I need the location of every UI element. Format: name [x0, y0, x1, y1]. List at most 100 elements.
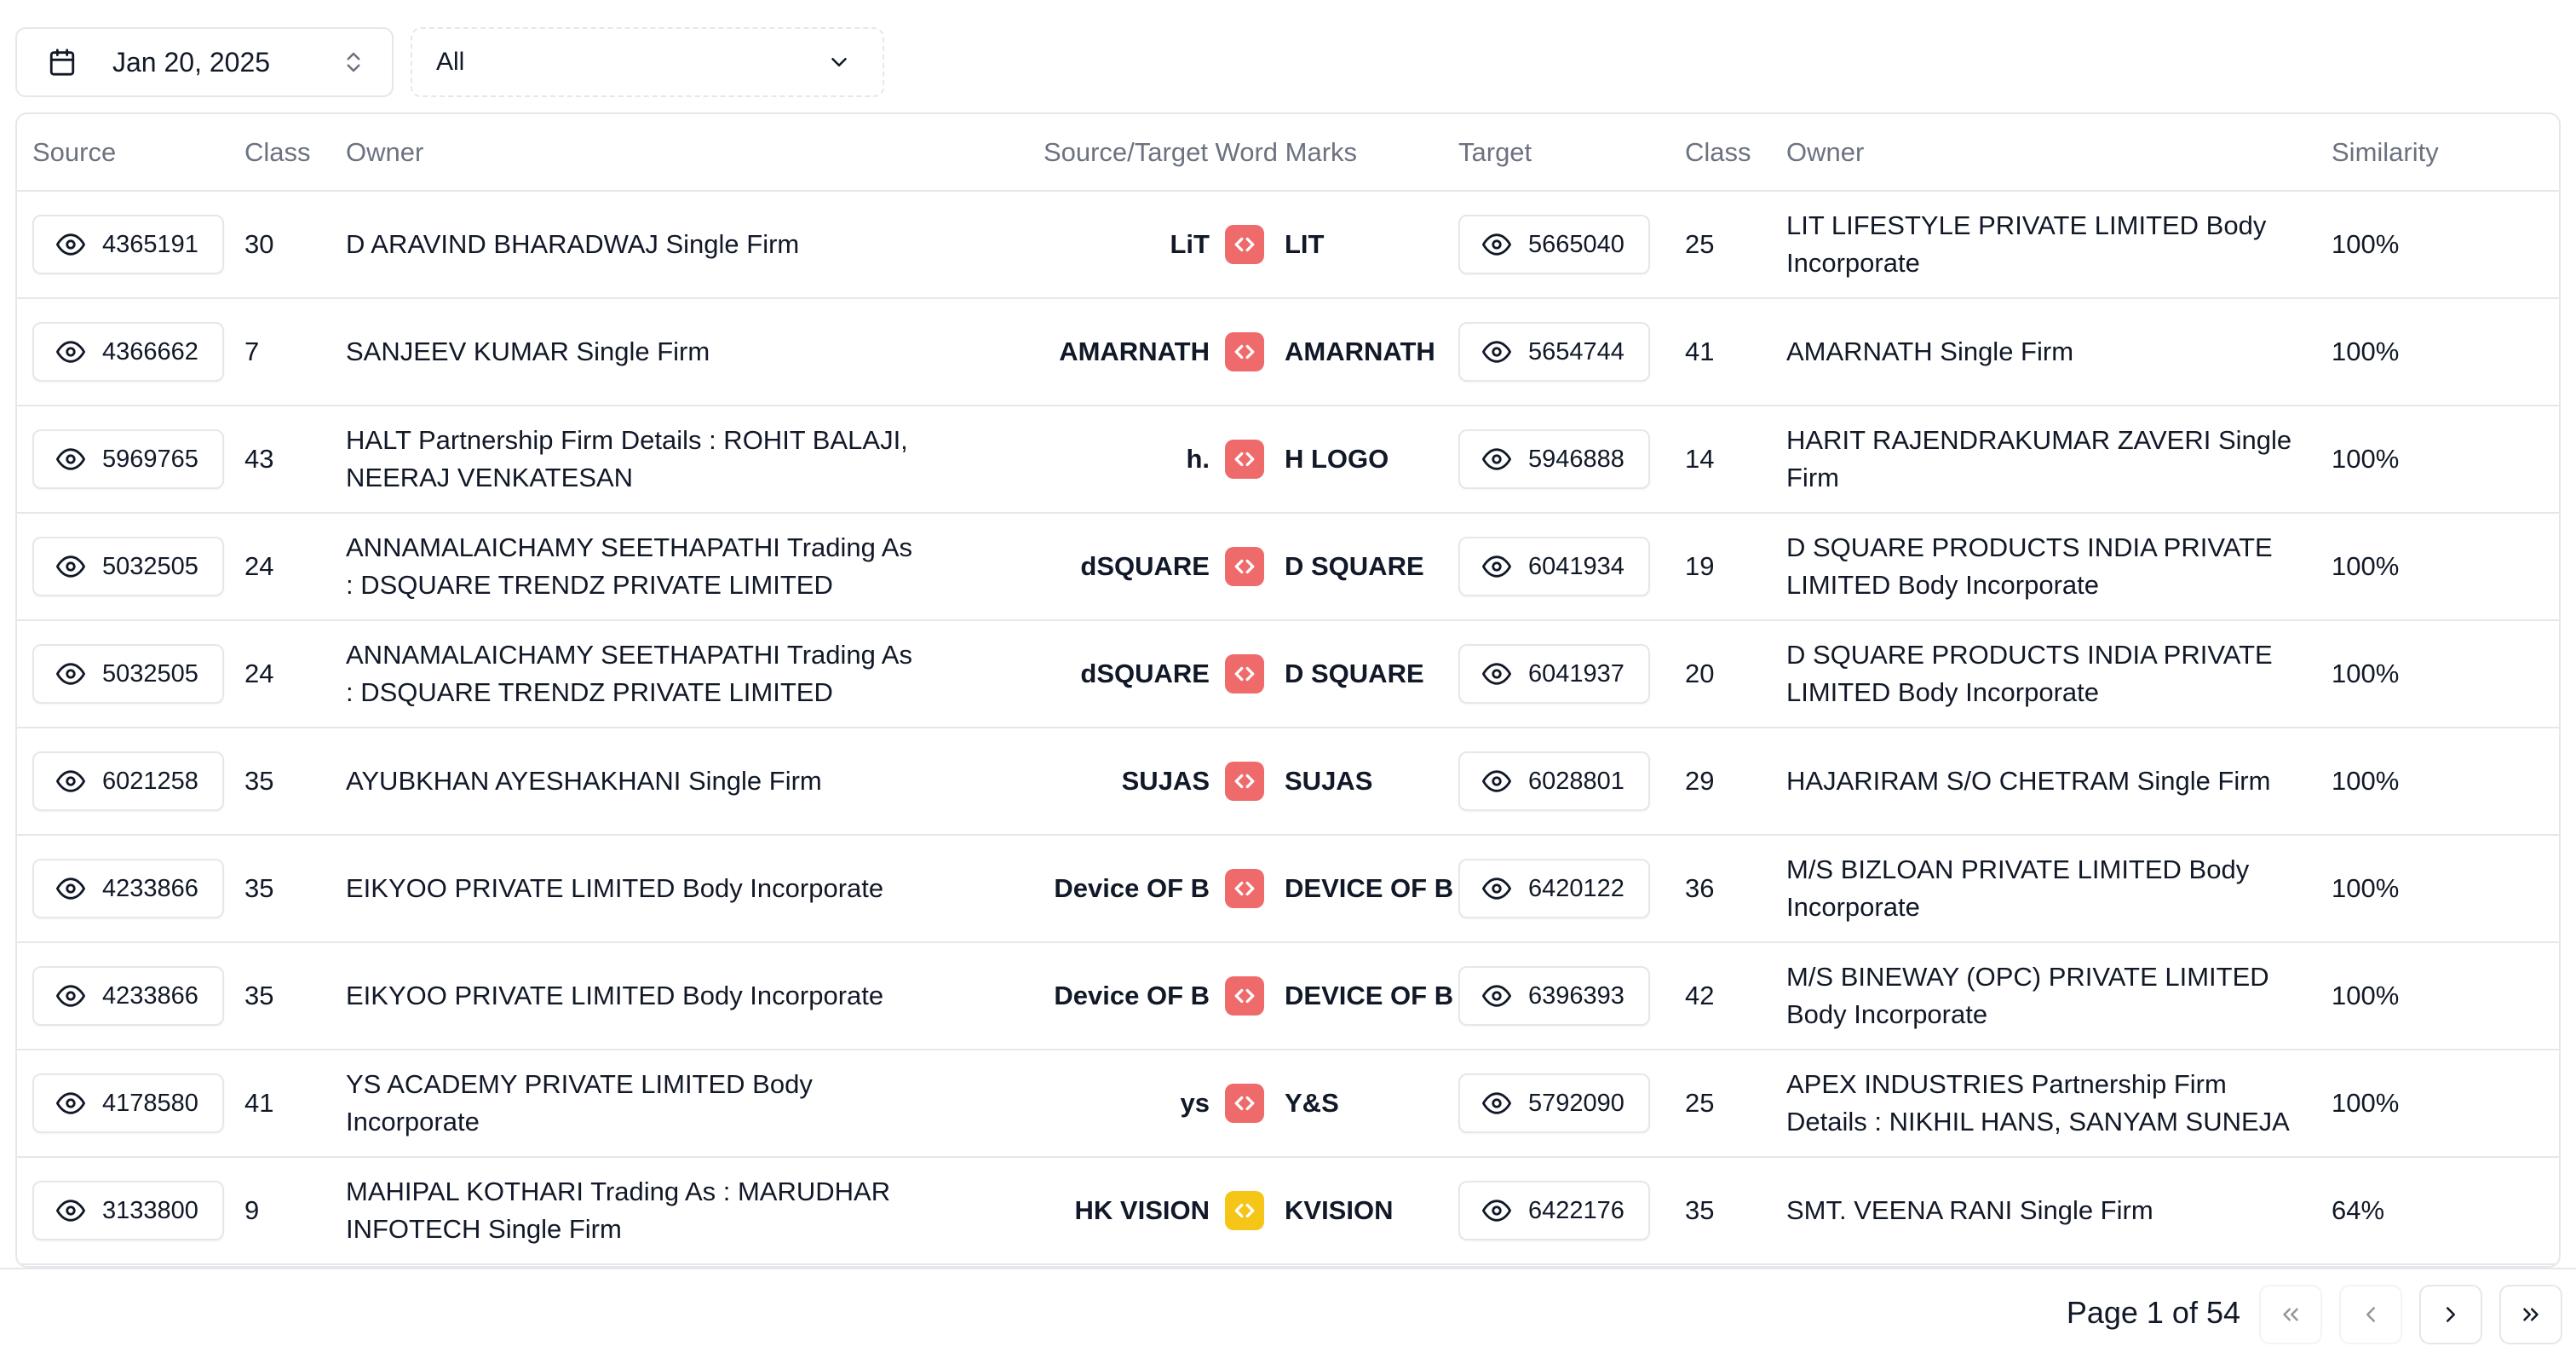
view-target-button[interactable]: 6396393 [1458, 966, 1650, 1026]
target-mark: SUJAS [1285, 766, 1373, 796]
target-class: 25 [1685, 1050, 1786, 1158]
view-source-button[interactable]: 4233866 [32, 966, 224, 1026]
compare-badge[interactable] [1225, 869, 1264, 908]
view-source-button[interactable]: 6021258 [32, 751, 224, 811]
target-mark: DEVICE OF B [1285, 873, 1454, 903]
view-target-button[interactable]: 6420122 [1458, 859, 1650, 918]
filter-select[interactable]: All [411, 27, 884, 97]
compare-badge[interactable] [1225, 654, 1264, 693]
source-owner: AYUBKHAN AYESHAKHANI Single Firm [346, 766, 822, 796]
view-source-button[interactable]: 3133800 [32, 1181, 224, 1240]
compare-badge[interactable] [1225, 1084, 1264, 1123]
view-target-button[interactable]: 5946888 [1458, 429, 1650, 489]
eye-icon [1482, 985, 1511, 1007]
word-marks-cell: AMARNATH AMARNATH [942, 298, 1458, 406]
source-class: 7 [244, 298, 346, 406]
table-row: 5032505 24 ANNAMALAICHAMY SEETHAPATHI Trad… [17, 513, 2559, 621]
target-class: 41 [1685, 298, 1786, 406]
similarity: 100% [2332, 1050, 2559, 1158]
last-page-button[interactable] [2499, 1285, 2562, 1344]
view-source-button[interactable]: 4365191 [32, 215, 224, 274]
word-marks: dSQUARE D SQUARE [942, 654, 1458, 693]
source-mark: AMARNATH [1059, 337, 1210, 366]
view-source-button[interactable]: 4366662 [32, 322, 224, 382]
source-cell: 4178580 [17, 1050, 244, 1158]
col-header-source: Source [17, 114, 244, 192]
eye-icon [1482, 1092, 1511, 1114]
source-mark: Device OF B [1054, 873, 1210, 903]
target-cell: 6420122 [1458, 835, 1685, 943]
next-page-button[interactable] [2419, 1285, 2482, 1344]
eye-icon [56, 985, 85, 1007]
word-marks: SUJAS SUJAS [942, 762, 1458, 801]
compare-badge[interactable] [1225, 225, 1264, 264]
target-id: 5665040 [1528, 231, 1624, 258]
chevron-left-icon [2366, 1307, 2375, 1322]
target-mark: KVISION [1285, 1195, 1394, 1225]
view-target-button[interactable]: 6041934 [1458, 537, 1650, 596]
eye-icon [1482, 448, 1511, 470]
eye-icon [56, 1200, 85, 1222]
target-class: 14 [1685, 406, 1786, 514]
col-header-target-class: Class [1685, 114, 1786, 192]
table-row: 3133800 9 MAHIPAL KOTHARI Trading As : MAR… [17, 1157, 2559, 1265]
source-owner-cell: ANNAMALAICHAMY SEETHAPATHI Trading As : … [346, 620, 942, 728]
source-class: 30 [244, 191, 346, 299]
word-marks-cell: Device OF B DEVICE OF B [942, 835, 1458, 943]
similarity: 100% [2332, 513, 2559, 621]
source-owner-cell: YS ACADEMY PRIVATE LIMITED Body Incorpor… [346, 1050, 942, 1158]
target-mark: Y&S [1285, 1088, 1339, 1118]
view-source-button[interactable]: 5969765 [32, 429, 224, 489]
compare-badge[interactable] [1225, 440, 1264, 479]
compare-badge[interactable] [1225, 762, 1264, 801]
prev-page-button[interactable] [2339, 1285, 2402, 1344]
target-class: 19 [1685, 513, 1786, 621]
view-target-button[interactable]: 6422176 [1458, 1181, 1650, 1240]
date-picker[interactable]: Jan 20, 2025 [15, 27, 394, 97]
target-id: 6422176 [1528, 1197, 1624, 1224]
source-owner: ANNAMALAICHAMY SEETHAPATHI Trading As : … [346, 532, 912, 600]
word-marks: h. H LOGO [942, 440, 1458, 479]
source-id: 5032505 [102, 553, 198, 580]
code-brackets-icon [1234, 344, 1255, 360]
target-owner: APEX INDUSTRIES Partnership Firm Details… [1786, 1069, 2290, 1136]
view-source-button[interactable]: 5032505 [32, 644, 224, 704]
word-marks-cell: LiT LIT [942, 191, 1458, 299]
view-source-button[interactable]: 5032505 [32, 537, 224, 596]
compare-badge[interactable] [1225, 1191, 1264, 1230]
date-label: Jan 20, 2025 [112, 46, 271, 78]
view-target-button[interactable]: 5792090 [1458, 1073, 1650, 1133]
first-page-button[interactable] [2259, 1285, 2322, 1344]
word-marks-cell: HK VISION KVISION [942, 1157, 1458, 1265]
view-source-button[interactable]: 4178580 [32, 1073, 224, 1133]
compare-badge[interactable] [1225, 547, 1264, 586]
similarity: 100% [2332, 835, 2559, 943]
source-owner-cell: ANNAMALAICHAMY SEETHAPATHI Trading As : … [346, 513, 942, 621]
source-owner-cell: EIKYOO PRIVATE LIMITED Body Incorporate [346, 942, 942, 1050]
compare-badge[interactable] [1225, 332, 1264, 371]
compare-badge[interactable] [1225, 976, 1264, 1016]
table-row: 5969765 43 HALT Partnership Firm Details :… [17, 406, 2559, 514]
view-target-button[interactable]: 6041937 [1458, 644, 1650, 704]
source-owner-cell: SANJEEV KUMAR Single Firm [346, 298, 942, 406]
source-id: 4233866 [102, 875, 198, 902]
target-owner: HAJARIRAM S/O CHETRAM Single Firm [1786, 766, 2271, 796]
chevron-down-icon [831, 58, 847, 66]
target-id: 6041934 [1528, 553, 1624, 580]
code-brackets-icon [1234, 1203, 1255, 1218]
source-owner-cell: MAHIPAL KOTHARI Trading As : MARUDHAR IN… [346, 1157, 942, 1265]
target-id: 6028801 [1528, 768, 1624, 795]
table-row: 4178580 41 YS ACADEMY PRIVATE LIMITED Body… [17, 1050, 2559, 1158]
target-mark: D SQUARE [1285, 551, 1424, 581]
target-id: 5792090 [1528, 1090, 1624, 1117]
target-class: 20 [1685, 620, 1786, 728]
view-source-button[interactable]: 4233866 [32, 859, 224, 918]
view-target-button[interactable]: 5665040 [1458, 215, 1650, 274]
view-target-button[interactable]: 5654744 [1458, 322, 1650, 382]
table-row: 4233866 35 EIKYOO PRIVATE LIMITED Body Inc… [17, 942, 2559, 1050]
source-id: 4365191 [102, 231, 198, 258]
target-mark: DEVICE OF B [1285, 981, 1454, 1010]
target-cell: 5792090 [1458, 1050, 1685, 1158]
similarity: 100% [2332, 728, 2559, 836]
view-target-button[interactable]: 6028801 [1458, 751, 1650, 811]
